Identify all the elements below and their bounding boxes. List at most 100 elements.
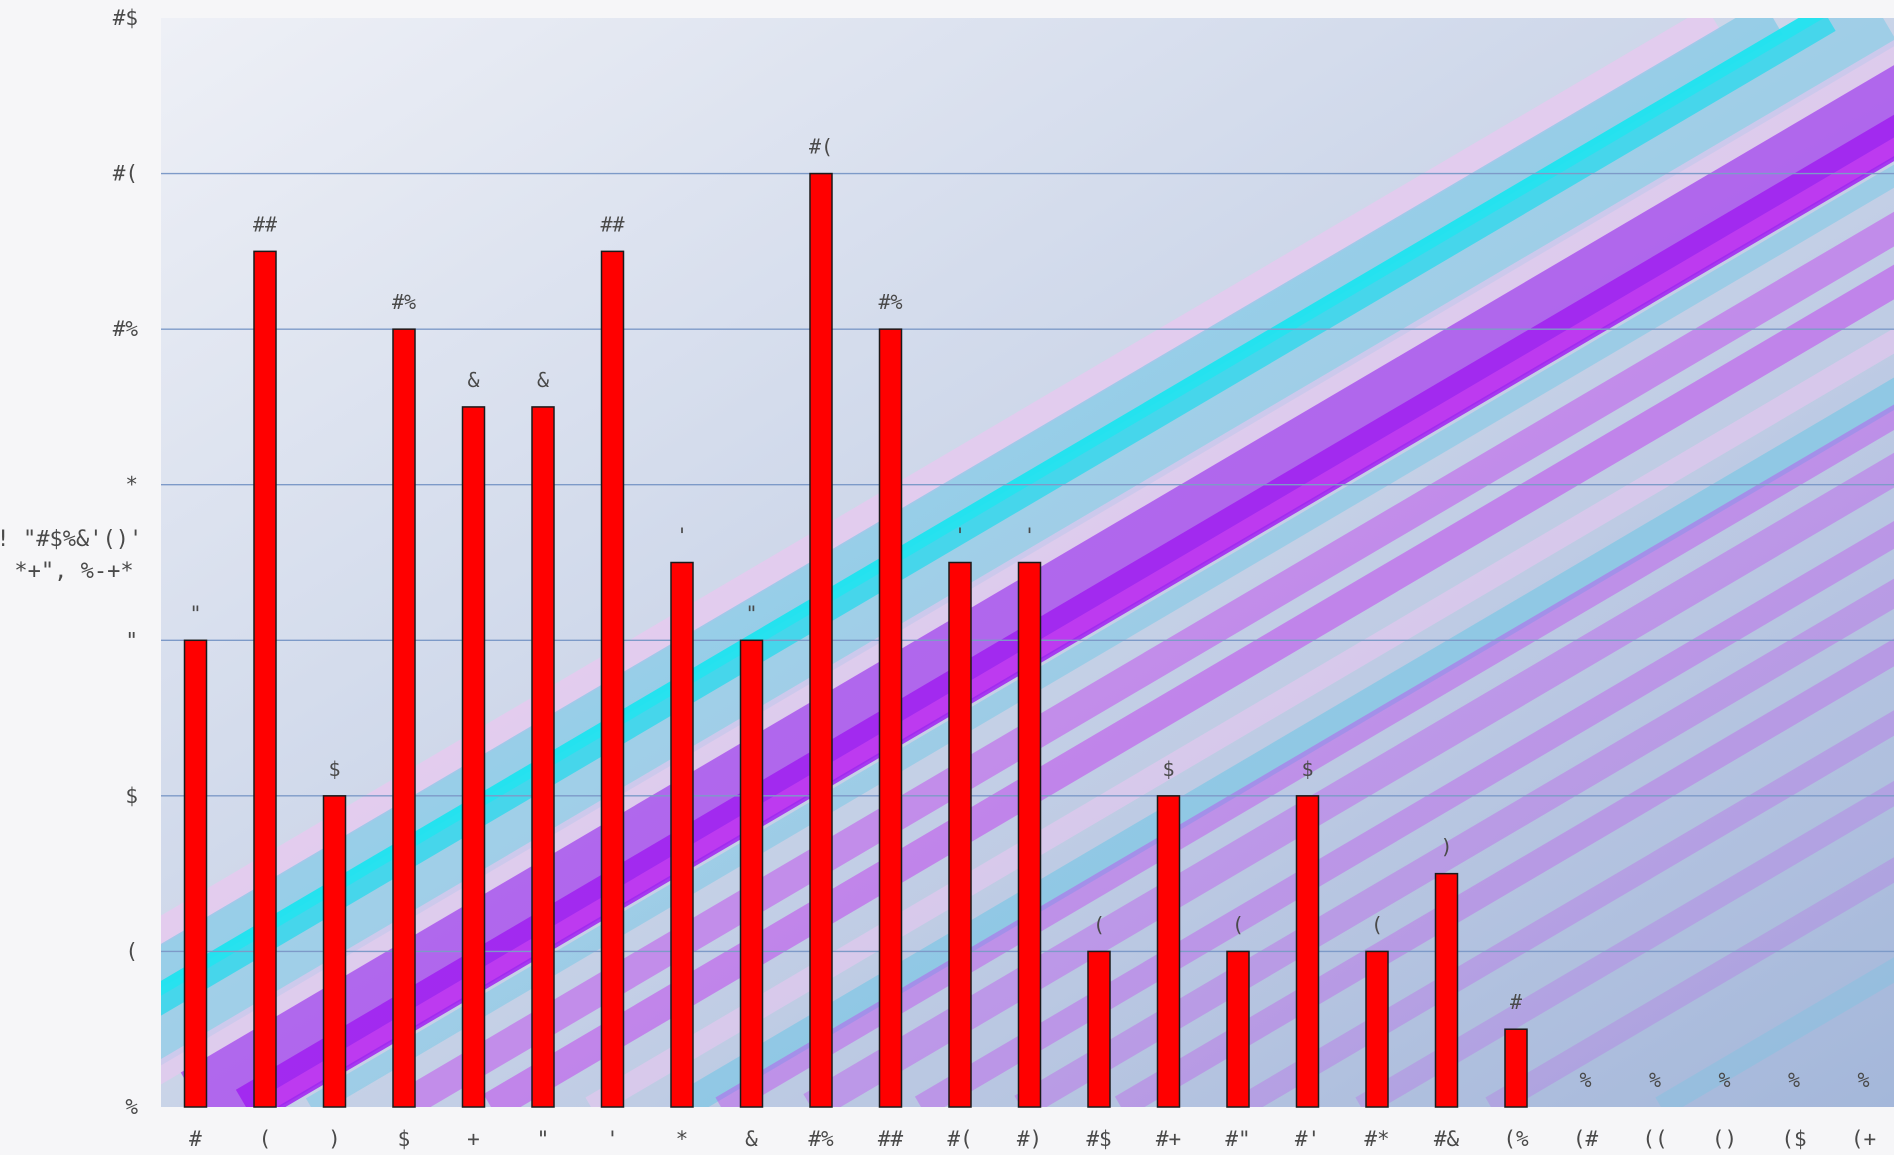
- x-tick-label-2: ): [328, 1127, 341, 1151]
- data-label-0: ": [189, 601, 201, 625]
- x-tick-label-14: #+: [1156, 1127, 1181, 1151]
- bar-3: [392, 328, 416, 1108]
- x-tick-label-0: #: [189, 1127, 202, 1151]
- data-label-4: &: [467, 368, 479, 392]
- bar-2: [322, 795, 347, 1108]
- data-label-12: ': [1023, 524, 1035, 548]
- y-axis-label-line-2: *+", %-+*: [14, 559, 133, 584]
- data-label-17: (: [1371, 912, 1383, 936]
- stripe-0: [161, 18, 1720, 946]
- y-axis-label-line-1: ! "#$%&'()': [0, 527, 142, 552]
- data-label-18: ): [1440, 835, 1452, 859]
- stripe-17: [1114, 638, 1894, 1107]
- x-axis-ticks: #() $ + " ' * & #% ## #(#) #$ #+ #" #' #* #& (% (#((() ($(…: [189, 1127, 1876, 1151]
- bar-10: [878, 328, 903, 1108]
- x-tick-label-13: #$: [1086, 1127, 1111, 1151]
- x-tick-label-21: ((: [1642, 1127, 1667, 1151]
- stripe-19: [1355, 780, 1894, 1107]
- bar-6: [600, 250, 625, 1108]
- y-axis-label: ! "#$%&'()' *+", %-+*: [0, 527, 155, 584]
- bar-0: [183, 639, 208, 1108]
- bar-19: [1504, 1028, 1528, 1108]
- grid-lines: [161, 172, 1894, 953]
- stripe-5: [180, 65, 1894, 1107]
- data-label-16: $: [1301, 757, 1313, 781]
- x-tick-label-16: #': [1295, 1127, 1320, 1151]
- y-tick-label-6: #(: [113, 162, 138, 186]
- data-label-5: &: [537, 368, 549, 392]
- x-tick-label-15: #": [1225, 1127, 1250, 1151]
- data-labels: " ## $ #% & & ## ' " #(#% ' ' ($ ($ () #%%%%%: [189, 135, 1869, 1092]
- y-tick-label-1: (: [125, 939, 138, 963]
- stripe-14: [803, 452, 1894, 1107]
- data-label-11: ': [954, 524, 966, 548]
- bar-16: [1295, 795, 1320, 1108]
- x-tick-label-22: (): [1712, 1127, 1737, 1151]
- bar-5: [531, 406, 555, 1108]
- data-label-3: #%: [392, 290, 416, 314]
- x-tick-label-4: +: [467, 1127, 480, 1151]
- data-label-24: %: [1857, 1068, 1869, 1092]
- bar-18: [1434, 872, 1459, 1108]
- stripe-10: [483, 264, 1894, 1107]
- x-tick-label-6: ': [606, 1127, 619, 1151]
- data-label-2: $: [328, 757, 340, 781]
- stripe-18: [1235, 710, 1894, 1107]
- x-tick-label-17: #*: [1364, 1127, 1389, 1151]
- bar-17: [1365, 950, 1389, 1108]
- bar-9: [809, 172, 833, 1108]
- stripe-7: [256, 137, 1894, 1107]
- x-tick-label-12: #): [1017, 1127, 1042, 1151]
- data-label-20: %: [1579, 1068, 1591, 1092]
- stripe-12: [673, 377, 1894, 1107]
- x-tick-label-5: ": [537, 1127, 550, 1151]
- data-label-9: #(: [809, 135, 833, 159]
- x-tick-label-19: (%: [1503, 1127, 1529, 1151]
- bar-4: [461, 406, 486, 1108]
- data-label-21: %: [1649, 1068, 1661, 1092]
- x-tick-label-11: #(: [947, 1127, 972, 1151]
- x-tick-label-8: &: [745, 1127, 758, 1151]
- data-label-10: #%: [878, 290, 902, 314]
- x-tick-label-23: ($: [1781, 1127, 1806, 1151]
- stripe-16: [1014, 578, 1894, 1107]
- x-tick-label-18: #&: [1434, 1127, 1460, 1151]
- bar-11: [948, 561, 972, 1108]
- data-label-8: ": [745, 601, 757, 625]
- y-tick-label-4: *: [125, 473, 138, 497]
- x-tick-label-24: (+: [1851, 1127, 1876, 1151]
- data-label-14: $: [1162, 757, 1174, 781]
- bar-14: [1156, 795, 1181, 1108]
- y-tick-label-2: $: [125, 784, 138, 808]
- y-tick-label-7: #$: [113, 6, 138, 30]
- y-tick-label-3: ": [125, 628, 138, 652]
- data-label-6: ##: [600, 212, 624, 236]
- stripe-15: [914, 520, 1894, 1107]
- bar-12: [1017, 561, 1042, 1108]
- bars: [183, 172, 1528, 1108]
- bar-13: [1087, 950, 1111, 1108]
- bar-8: [739, 639, 764, 1108]
- x-tick-label-3: $: [398, 1127, 411, 1151]
- data-label-19: #: [1510, 990, 1522, 1014]
- x-tick-label-1: (: [259, 1127, 272, 1151]
- data-label-7: ': [676, 524, 688, 548]
- data-label-15: (: [1232, 912, 1244, 936]
- y-tick-label-0: %: [125, 1095, 138, 1119]
- stripe-9: [393, 211, 1894, 1107]
- x-tick-label-20: (#: [1573, 1127, 1599, 1151]
- x-tick-label-9: #%: [808, 1127, 834, 1151]
- bar-15: [1226, 950, 1250, 1108]
- x-tick-label-10: ##: [878, 1127, 904, 1151]
- y-axis-ticks: % ( $ " * #% #( #$: [113, 6, 139, 1119]
- data-label-1: ##: [253, 212, 277, 236]
- data-label-23: %: [1788, 1068, 1800, 1092]
- bar-7: [670, 561, 694, 1108]
- bar-1: [253, 250, 277, 1108]
- data-label-22: %: [1718, 1068, 1730, 1092]
- stripe-1: [161, 18, 1783, 988]
- y-tick-label-5: #%: [113, 317, 139, 341]
- x-tick-label-7: *: [676, 1127, 689, 1151]
- stripe-20: [1485, 857, 1894, 1107]
